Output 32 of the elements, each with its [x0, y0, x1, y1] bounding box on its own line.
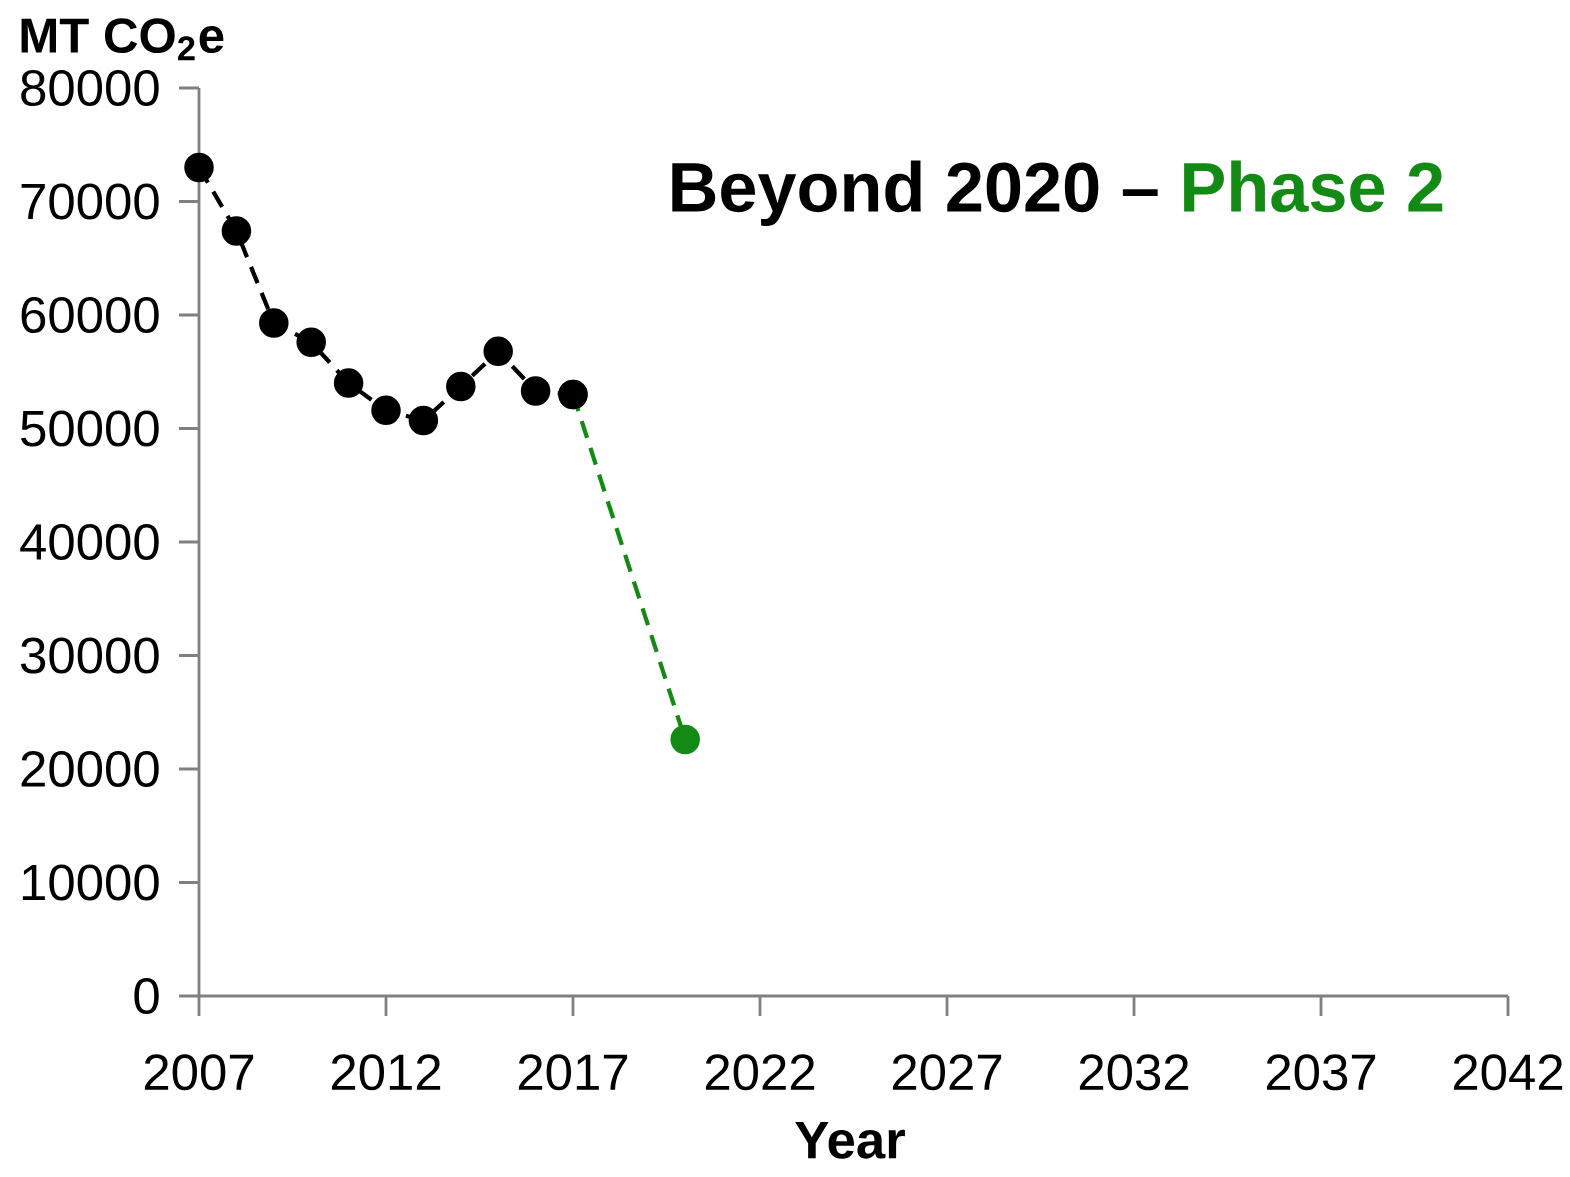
- x-tick-label: 2022: [705, 1054, 815, 1091]
- x-tick-label: 2007: [144, 1054, 254, 1091]
- x-tick-label: 2032: [1079, 1054, 1189, 1091]
- point: [446, 371, 476, 402]
- x-tick-label: 2037: [1266, 1054, 1376, 1091]
- y-tick-label: 30000: [20, 637, 159, 674]
- x-tick-label: 2012: [331, 1054, 441, 1091]
- point: [296, 327, 326, 358]
- y-tick-label: 70000: [21, 183, 159, 220]
- point: [483, 336, 513, 367]
- x-axis-title: Year: [795, 1121, 905, 1159]
- y-tick-label: 60000: [21, 296, 159, 334]
- text: Beyond 2020 –: [672, 160, 1158, 227]
- y-tick-label: 80000: [21, 69, 159, 107]
- y-axis-title: MT CO$_{2}$e: [21, 18, 224, 61]
- point: [520, 376, 551, 406]
- point: [259, 308, 289, 338]
- y-tick-label: 40000: [20, 523, 159, 561]
- x-tick-label: 2042: [1453, 1054, 1563, 1091]
- text: Phase 2: [1184, 160, 1443, 213]
- point: [333, 368, 364, 398]
- y-tick-label: 20000: [21, 750, 159, 788]
- x-tick-label: 2027: [892, 1054, 1002, 1091]
- y-tick-label: 10000: [22, 864, 159, 901]
- point: [371, 395, 401, 426]
- x-tick-label: 2017: [518, 1054, 628, 1091]
- point: [670, 724, 700, 755]
- y-tick-label: 0: [134, 977, 159, 1015]
- y-tick-label: 50000: [21, 410, 159, 447]
- point: [408, 405, 439, 436]
- point: [184, 152, 214, 183]
- point: [221, 216, 252, 246]
